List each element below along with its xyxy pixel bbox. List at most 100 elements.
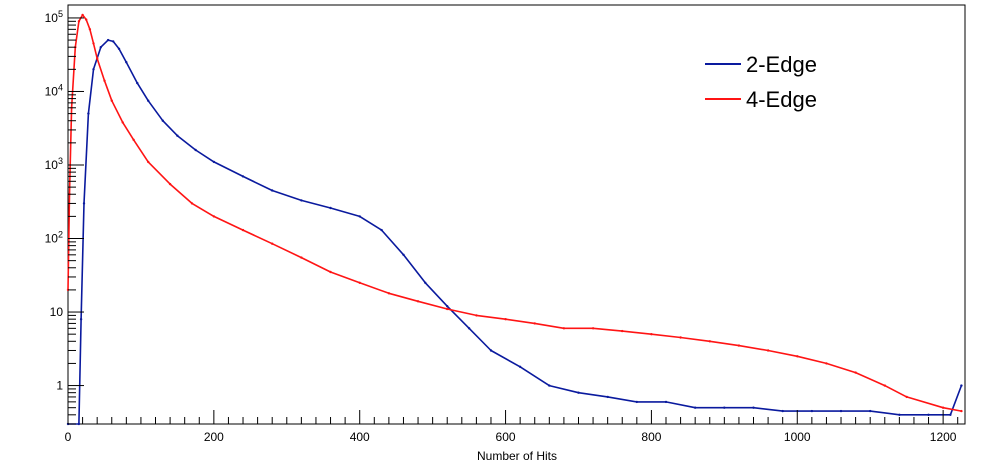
data-point-2-edge (147, 99, 150, 102)
data-point-2-edge (869, 409, 872, 413)
data-point-2-edge (79, 318, 83, 321)
data-point-2-edge (949, 413, 952, 416)
data-point-4-edge (562, 327, 566, 330)
plot-frame (67, 4, 966, 425)
x-tick-label: 1200 (930, 430, 957, 444)
data-point-2-edge (781, 409, 784, 413)
data-point-4-edge (77, 20, 81, 23)
data-point-2-edge (358, 215, 361, 218)
data-point-2-edge (664, 400, 668, 404)
x-tick-label: 200 (204, 430, 224, 444)
data-point-2-edge (518, 365, 522, 368)
data-point-2-edge (424, 281, 427, 284)
y-tick-exponent: 3 (58, 156, 63, 166)
y-tick-label: 103 (45, 156, 63, 172)
data-point-4-edge (190, 202, 194, 205)
data-point-4-edge (241, 228, 245, 232)
data-point-2-edge (300, 199, 303, 202)
data-point-4-edge (504, 318, 507, 321)
data-point-2-edge (194, 148, 197, 152)
data-point-4-edge (121, 121, 124, 124)
data-point-2-edge (82, 202, 86, 205)
y-tick-exponent: 2 (58, 230, 63, 240)
x-tick-label: 1000 (784, 430, 811, 444)
data-point-4-edge (132, 138, 135, 141)
data-point-2-edge (125, 61, 128, 64)
data-point-2-edge (161, 119, 164, 122)
y-tick-label: 10 (50, 305, 64, 319)
data-point-2-edge (548, 384, 551, 387)
data-point-2-edge (212, 160, 216, 164)
data-point-4-edge (446, 307, 449, 311)
legend: 2-Edge 4-Edge (705, 52, 817, 112)
legend-label-4-edge: 4-Edge (746, 87, 817, 112)
data-point-4-edge (475, 314, 478, 317)
data-point-2-edge (839, 409, 843, 413)
series-line-4-edge (67, 14, 962, 412)
y-tick-label: 105 (45, 9, 63, 25)
data-point-4-edge (81, 13, 84, 17)
data-point-4-edge (96, 57, 99, 60)
data-point-4-edge (621, 329, 624, 333)
data-point-4-edge (708, 340, 711, 343)
data-point-2-edge (271, 189, 274, 192)
y-tick-label: 1 (56, 379, 63, 393)
data-point-2-edge (489, 349, 493, 352)
data-point-2-edge (635, 400, 638, 404)
data-point-4-edge (941, 406, 945, 409)
data-point-4-edge (103, 79, 106, 82)
data-point-2-edge (752, 406, 755, 409)
data-point-2-edge (467, 327, 471, 330)
data-point-4-edge (679, 336, 682, 339)
data-point-4-edge (358, 281, 361, 284)
data-point-4-edge (416, 300, 420, 303)
data-point-2-edge (241, 175, 245, 178)
data-point-2-edge (106, 38, 110, 42)
data-point-2-edge (92, 68, 95, 71)
data-point-2-edge (176, 134, 179, 137)
x-tick-label: 0 (65, 430, 72, 444)
y-tick-exponent: 5 (58, 9, 63, 19)
data-point-2-edge (77, 422, 81, 426)
data-point-4-edge (85, 18, 88, 21)
data-point-2-edge (112, 40, 115, 43)
data-point-4-edge (650, 333, 653, 336)
data-point-2-edge (380, 228, 383, 232)
x-axis-title: Number of Hits (477, 449, 557, 463)
data-point-2-edge (329, 206, 332, 210)
data-point-4-edge (300, 256, 303, 259)
data-point-4-edge (110, 99, 114, 102)
data-point-4-edge (533, 322, 536, 325)
data-point-4-edge (212, 215, 216, 218)
data-point-4-edge (147, 160, 150, 164)
data-point-4-edge (88, 28, 92, 31)
data-point-4-edge (883, 384, 886, 387)
data-point-2-edge (136, 81, 139, 85)
data-point-4-edge (737, 344, 741, 347)
data-point-2-edge (577, 391, 580, 394)
data-point-4-edge (854, 371, 857, 374)
x-tick-label: 400 (350, 430, 370, 444)
data-point-4-edge (329, 270, 332, 274)
data-point-2-edge (446, 305, 449, 308)
legend-label-2-edge: 2-Edge (746, 52, 817, 77)
data-point-2-edge (99, 46, 103, 49)
data-point-2-edge (402, 253, 405, 256)
x-tick-label: 600 (496, 430, 516, 444)
data-point-4-edge (905, 395, 908, 399)
data-point-2-edge (117, 47, 121, 50)
data-point-2-edge (960, 384, 963, 387)
data-point-2-edge (810, 409, 814, 413)
data-point-2-edge (723, 406, 726, 409)
y-tick-exponent: 4 (58, 82, 63, 92)
data-point-2-edge (694, 406, 697, 409)
data-point-4-edge (960, 409, 963, 413)
y-tick-label: 104 (45, 82, 63, 98)
data-point-4-edge (796, 355, 799, 358)
data-point-2-edge (87, 112, 90, 115)
data-point-2-edge (898, 413, 901, 416)
data-point-4-edge (825, 362, 828, 365)
y-tick-label: 102 (45, 230, 63, 246)
